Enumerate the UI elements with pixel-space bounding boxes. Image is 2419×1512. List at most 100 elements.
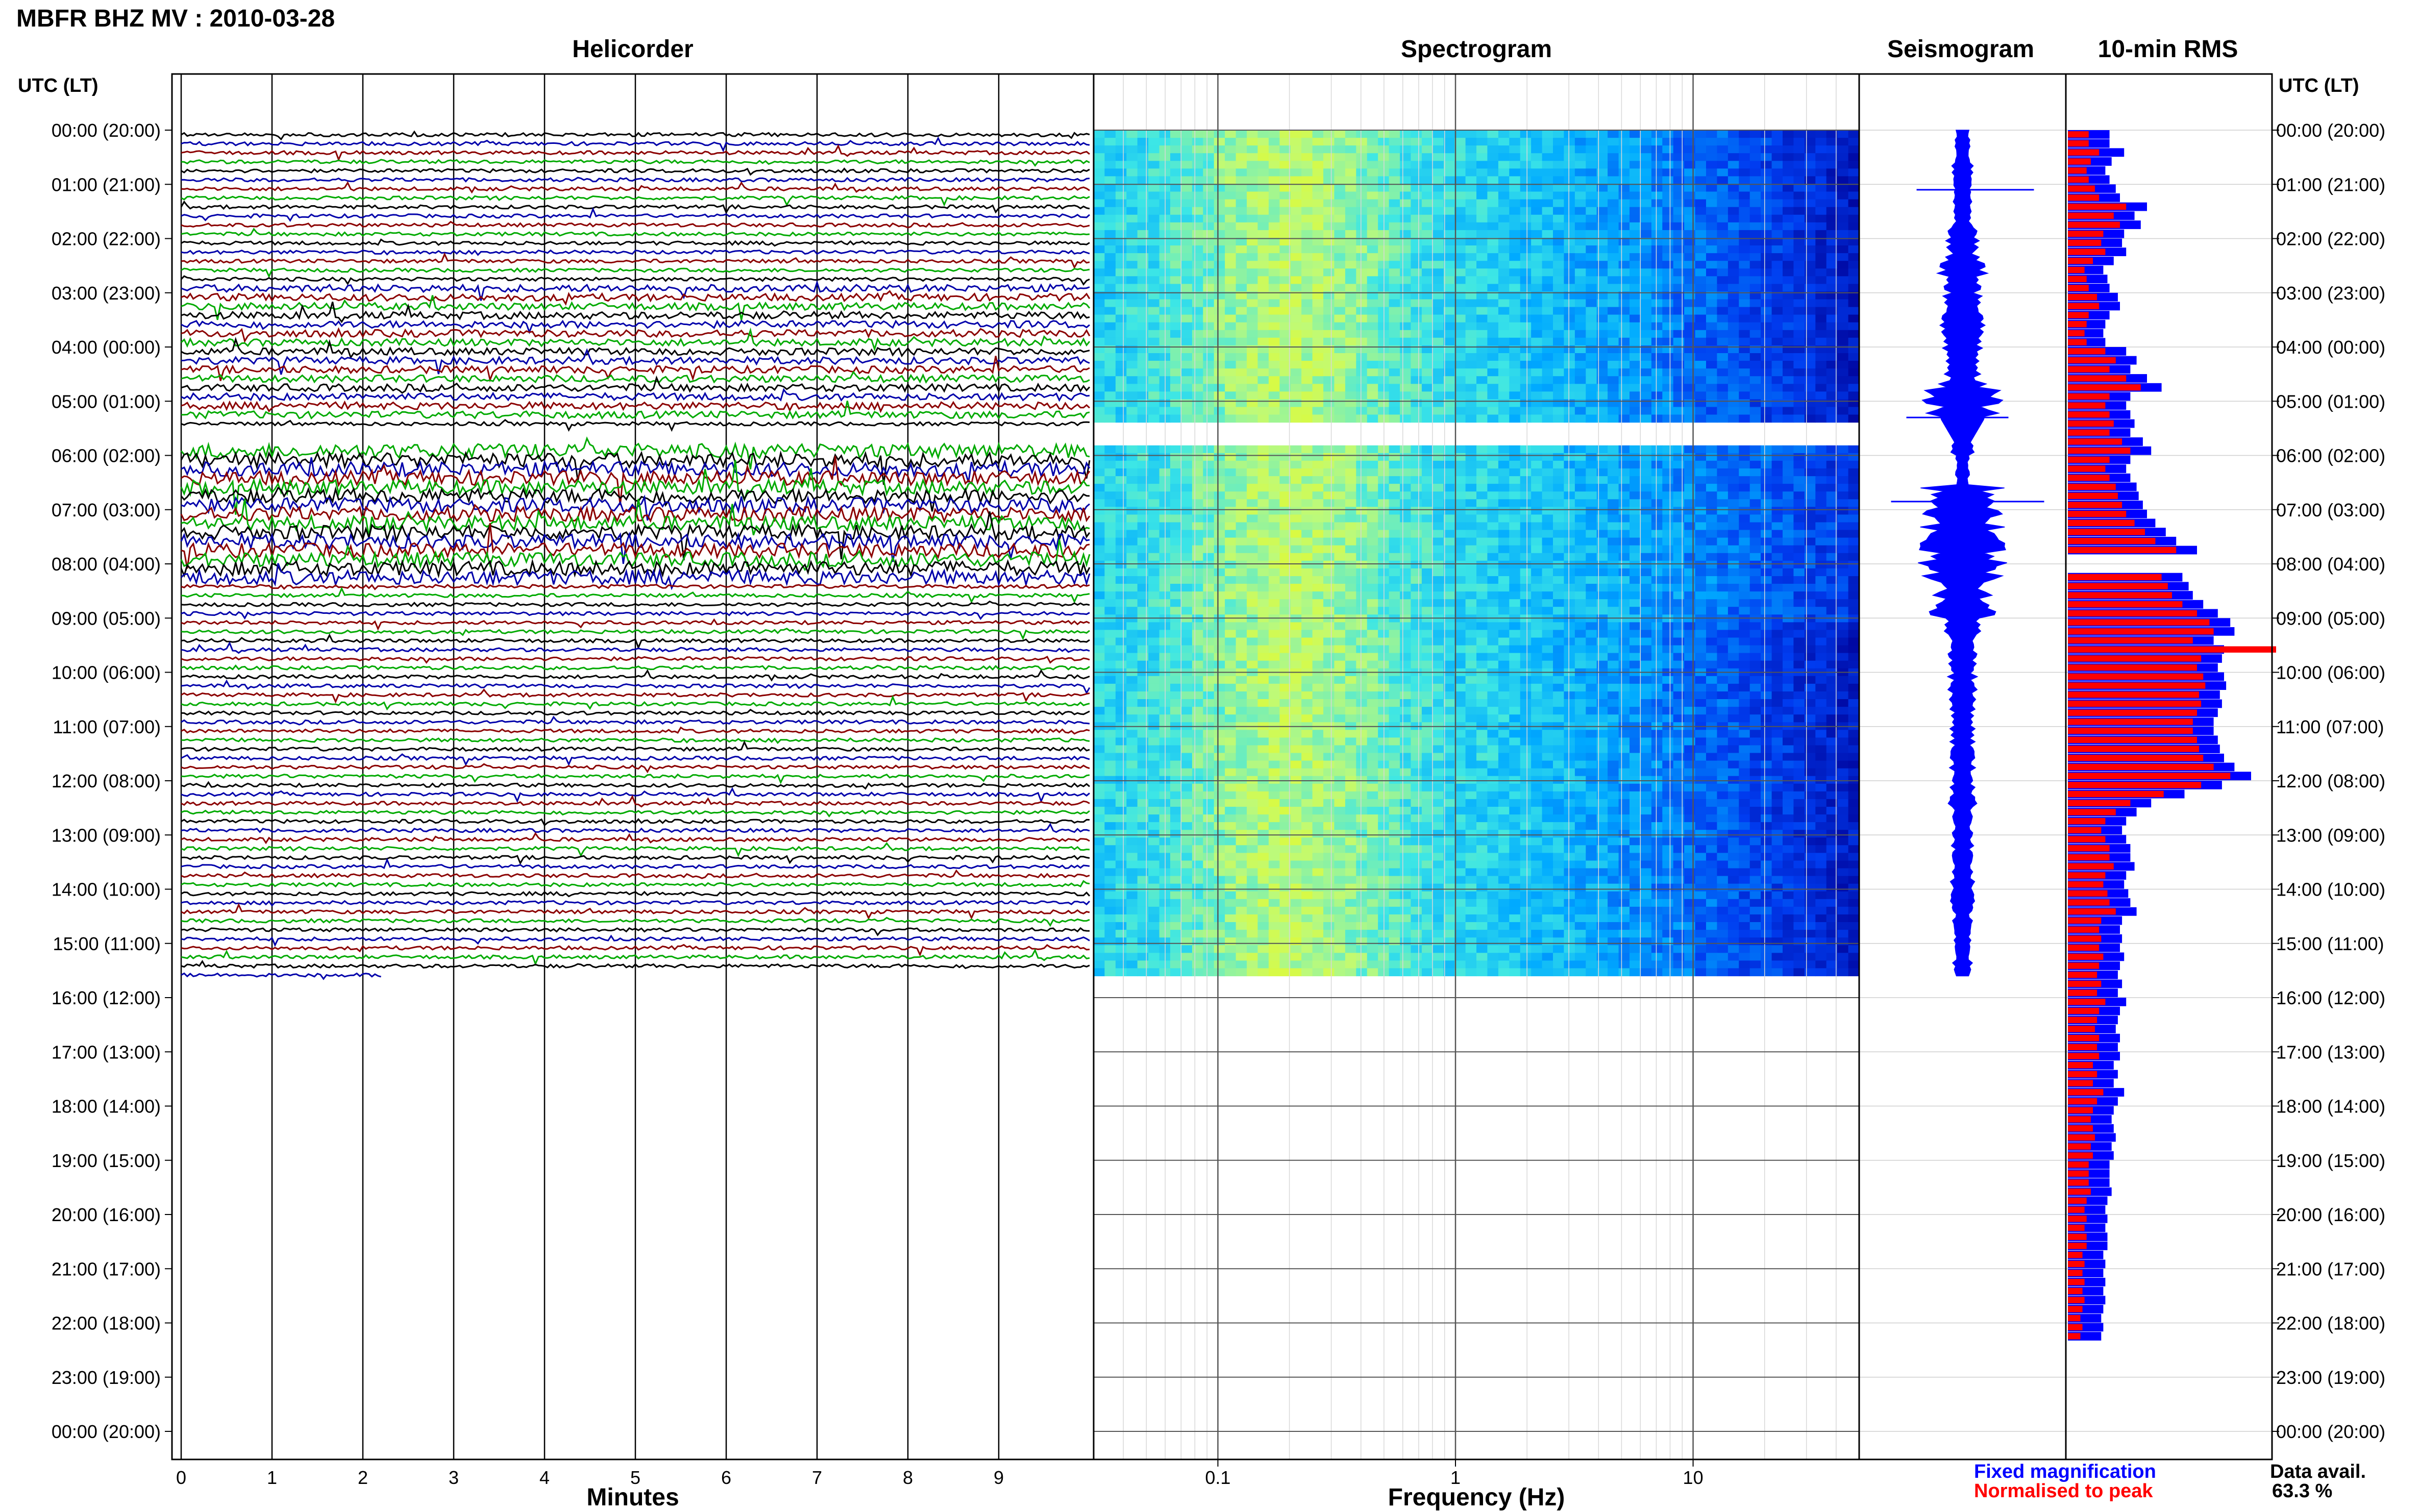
spectrogram-cell — [1476, 307, 1488, 315]
spectrogram-cell — [1695, 676, 1707, 684]
spectrogram-cell — [1509, 307, 1521, 315]
spectrogram-cell — [1673, 261, 1685, 269]
spectrogram-cell — [1334, 322, 1346, 331]
spectrogram-cell — [1771, 268, 1783, 277]
spectrogram-cell — [1389, 238, 1400, 246]
spectrogram-cell — [1279, 238, 1291, 246]
spectrogram-cell — [1662, 307, 1674, 315]
spectrogram-cell — [1487, 553, 1499, 561]
spectrogram-cell — [1531, 637, 1543, 646]
spectrogram-cell — [1356, 361, 1368, 369]
spectrogram-cell — [1826, 391, 1838, 400]
spectrogram-cell — [1345, 576, 1357, 584]
spectrogram-cell — [1411, 307, 1422, 315]
spectrogram-cell — [1848, 214, 1860, 223]
spectrogram-cell — [1651, 591, 1663, 600]
spectrogram-cell — [1673, 207, 1685, 215]
spectrogram-cell — [1257, 468, 1269, 477]
spectrogram-cell — [1454, 207, 1466, 215]
spectrogram-cell — [1684, 530, 1696, 538]
spectrogram-cell — [1279, 268, 1291, 277]
spectrogram-cell — [1411, 153, 1422, 161]
spectrogram-cell — [1520, 384, 1532, 392]
spectrogram-cell — [1400, 199, 1412, 208]
spectrogram-cell — [1301, 376, 1313, 384]
spectrogram-cell — [1695, 660, 1707, 669]
spectrogram-cell — [1586, 568, 1597, 577]
spectrogram-cell — [1564, 476, 1575, 484]
spectrogram-cell — [1826, 568, 1838, 577]
spectrogram-cell — [1214, 537, 1225, 546]
spectrogram-cell — [1520, 653, 1532, 661]
spectrogram-cell — [1476, 607, 1488, 615]
spectrogram-cell — [1279, 460, 1291, 469]
spectrogram-cell — [1443, 330, 1455, 338]
spectrogram-cell — [1334, 161, 1346, 169]
spectrogram-cell — [1727, 199, 1740, 208]
spectrogram-cell — [1170, 391, 1182, 400]
spectrogram-cell — [1203, 507, 1215, 515]
spectrogram-cell — [1618, 660, 1630, 669]
spectrogram-cell — [1465, 130, 1477, 138]
spectrogram-cell — [1749, 176, 1761, 185]
spectrogram-cell — [1815, 291, 1827, 300]
spectrogram-cell — [1225, 261, 1237, 269]
spectrogram-cell — [1279, 653, 1291, 661]
spectrogram-cell — [1148, 645, 1160, 654]
spectrogram-cell — [1225, 337, 1237, 346]
spectrogram-cell — [1531, 468, 1543, 477]
spectrogram-cell — [1400, 337, 1412, 346]
spectrogram-cell — [1727, 653, 1740, 661]
spectrogram-cell — [1662, 361, 1674, 369]
spectrogram-cell — [1433, 238, 1444, 246]
spectrogram-cell — [1411, 414, 1422, 423]
spectrogram-cell — [1247, 361, 1258, 369]
spectrogram-cell — [1126, 391, 1138, 400]
spectrogram-cell — [1301, 491, 1313, 500]
spectrogram-cell — [1181, 514, 1193, 523]
spectrogram-cell — [1236, 276, 1247, 284]
spectrogram-cell — [1771, 191, 1783, 200]
spectrogram-cell — [1214, 491, 1225, 500]
spectrogram-cell — [1465, 645, 1477, 654]
spectrogram-cell — [1804, 207, 1816, 215]
spectrogram-cell — [1553, 361, 1565, 369]
spectrogram-cell — [1837, 184, 1849, 192]
spectrogram-cell — [1356, 660, 1368, 669]
spectrogram-cell — [1104, 407, 1116, 415]
spectrogram-cell — [1640, 238, 1652, 246]
spectrogram-cell — [1630, 161, 1641, 169]
spectrogram-cell — [1312, 622, 1324, 631]
spectrogram-cell — [1345, 484, 1357, 492]
spectrogram-cell — [1148, 245, 1160, 254]
spectrogram-cell — [1498, 130, 1510, 138]
spectrogram-cell — [1771, 414, 1783, 423]
spectrogram-cell — [1279, 568, 1291, 577]
spectrogram-cell — [1596, 291, 1608, 300]
spectrogram-cell — [1608, 337, 1619, 346]
spectrogram-cell — [1662, 145, 1674, 154]
spectrogram-cell — [1148, 222, 1160, 231]
spectrogram-cell — [1695, 276, 1707, 284]
spectrogram-cell — [1257, 460, 1269, 469]
spectrogram-cell — [1684, 468, 1696, 477]
spectrogram-cell — [1608, 537, 1619, 546]
spectrogram-cell — [1257, 591, 1269, 600]
spectrogram-cell — [1630, 560, 1641, 569]
spectrogram-cell — [1225, 560, 1237, 569]
spectrogram-cell — [1465, 407, 1477, 415]
spectrogram-cell — [1826, 553, 1838, 561]
spectrogram-cell — [1804, 376, 1816, 384]
spectrogram-cell — [1586, 168, 1597, 177]
spectrogram-cell — [1793, 660, 1805, 669]
spectrogram-cell — [1148, 576, 1160, 584]
spectrogram-cell — [1411, 176, 1422, 185]
spectrogram-cell — [1498, 284, 1510, 292]
spectrogram-cell — [1104, 683, 1116, 692]
spectrogram-cell — [1749, 484, 1761, 492]
spectrogram-cell — [1793, 138, 1805, 146]
spectrogram-cell — [1312, 384, 1324, 392]
spectrogram-cell — [1301, 230, 1313, 238]
spectrogram-cell — [1476, 645, 1488, 654]
spectrogram-cell — [1400, 622, 1412, 631]
